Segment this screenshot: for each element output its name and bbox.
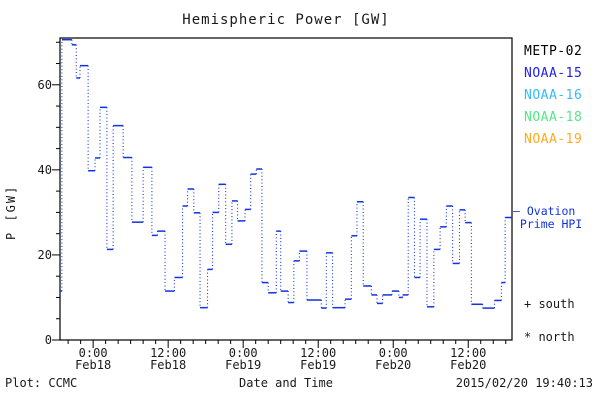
north-marker-label: * north xyxy=(524,330,575,344)
legend-item-metp-02: METP-02 xyxy=(524,44,583,59)
footer-plot-credit: Plot: CCMC xyxy=(5,376,78,390)
y-tick-label: 40 xyxy=(37,162,52,177)
x-axis-title: Date and Time xyxy=(239,376,333,390)
x-tick-label: 12:00 Feb19 xyxy=(300,346,337,372)
plot-frame xyxy=(59,37,513,341)
x-tick-label: 12:00 Feb18 xyxy=(150,346,187,372)
y-tick-label: 60 xyxy=(37,77,52,92)
chart-title: Hemispheric Power [GW] xyxy=(182,12,390,28)
y-tick-label: 20 xyxy=(37,247,52,262)
x-tick-label: 0:00 Feb18 xyxy=(75,346,112,372)
footer-timestamp: 2015/02/20 19:40:13 xyxy=(455,376,593,390)
south-marker-label: + south xyxy=(524,297,575,311)
legend-item-noaa-15: NOAA-15 xyxy=(524,66,583,81)
legend-item-noaa-18: NOAA-18 xyxy=(524,110,583,125)
series-label: — Ovation Prime HPI xyxy=(513,204,583,231)
x-tick-label: 0:00 Feb20 xyxy=(375,346,412,372)
x-tick-label: 12:00 Feb20 xyxy=(450,346,487,372)
y-tick-label: 0 xyxy=(44,333,52,347)
legend-item-noaa-16: NOAA-16 xyxy=(524,88,583,103)
legend-item-noaa-19: NOAA-19 xyxy=(524,132,583,147)
x-tick-label: 0:00 Feb19 xyxy=(225,346,262,372)
